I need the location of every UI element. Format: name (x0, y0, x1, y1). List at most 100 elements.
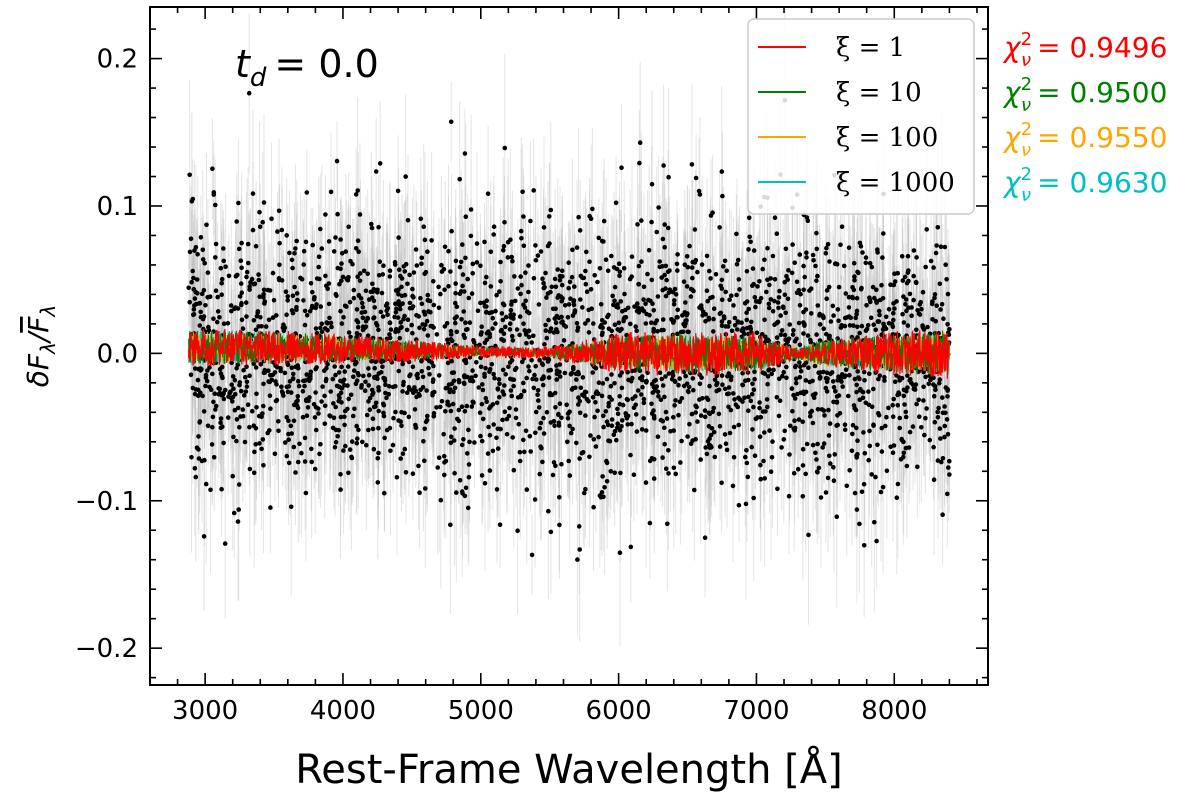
data-point (499, 311, 505, 316)
data-point (478, 332, 484, 337)
data-point (345, 406, 350, 412)
data-point (828, 319, 834, 324)
data-point (365, 271, 371, 277)
data-point (861, 543, 867, 548)
data-point (250, 227, 256, 233)
data-point (615, 411, 621, 417)
data-point (364, 412, 370, 418)
data-point (559, 282, 565, 288)
data-point (194, 301, 199, 307)
data-point (261, 463, 266, 468)
data-point (425, 292, 431, 298)
data-point (695, 419, 700, 424)
data-point (258, 315, 263, 320)
data-point (859, 285, 864, 291)
data-point (801, 263, 806, 269)
data-point (711, 329, 716, 334)
data-point (591, 437, 597, 442)
data-point (393, 409, 398, 415)
data-point (617, 401, 623, 407)
data-point (420, 374, 426, 380)
data-point (316, 254, 322, 260)
data-point (312, 466, 318, 472)
data-point (511, 383, 516, 389)
data-point (285, 298, 291, 303)
data-point (218, 265, 224, 271)
data-point (351, 374, 356, 380)
data-point (188, 236, 194, 242)
data-point (486, 424, 491, 430)
data-point (723, 289, 728, 295)
data-point (936, 405, 941, 411)
data-point (943, 410, 948, 416)
data-point (791, 328, 796, 333)
data-point (334, 158, 340, 164)
data-point (831, 478, 837, 484)
data-point (477, 410, 483, 416)
data-point (677, 399, 683, 405)
data-point (719, 277, 725, 283)
data-point (663, 293, 669, 299)
data-point (419, 261, 424, 267)
data-point (904, 308, 909, 314)
data-point (866, 457, 871, 463)
data-point (911, 297, 916, 303)
data-point (717, 225, 722, 230)
data-point (478, 355, 483, 361)
data-point (631, 472, 637, 478)
data-point (854, 312, 859, 317)
data-point (385, 305, 391, 311)
data-point (360, 439, 365, 445)
data-point (462, 335, 468, 341)
data-point (576, 214, 581, 220)
data-point (398, 320, 404, 325)
data-point (711, 316, 716, 322)
data-point (425, 333, 431, 338)
data-point (461, 380, 467, 386)
data-point (412, 385, 417, 390)
data-point (469, 291, 475, 296)
data-point (931, 477, 937, 483)
data-point (482, 340, 488, 346)
data-point (495, 446, 501, 451)
data-point (580, 375, 586, 380)
data-point (366, 399, 371, 404)
data-point (236, 482, 242, 487)
data-point (462, 151, 468, 156)
data-point (254, 405, 259, 410)
data-point (562, 303, 568, 308)
data-point (857, 521, 862, 527)
data-point (704, 253, 710, 259)
data-point (268, 505, 273, 510)
data-point (297, 441, 302, 447)
data-point (253, 365, 259, 370)
data-point (682, 310, 688, 315)
data-point (502, 220, 507, 225)
data-point (281, 393, 286, 398)
data-point (243, 389, 249, 394)
data-point (696, 188, 702, 194)
data-point (484, 399, 490, 405)
data-point (537, 357, 542, 363)
data-point (553, 284, 559, 290)
data-point (843, 291, 849, 296)
data-point (522, 449, 527, 455)
data-point (454, 304, 460, 310)
data-point (597, 266, 603, 271)
data-point (488, 249, 494, 255)
data-point (737, 287, 742, 292)
data-point (842, 422, 848, 428)
data-point (862, 378, 867, 383)
data-point (335, 211, 340, 217)
data-point (551, 330, 557, 335)
data-point (575, 557, 580, 562)
data-point (443, 385, 449, 391)
data-point (517, 458, 523, 464)
data-point (354, 423, 360, 429)
data-point (657, 370, 663, 376)
data-point (523, 428, 529, 434)
data-point (711, 306, 717, 312)
data-point (392, 260, 398, 265)
data-point (596, 434, 601, 440)
